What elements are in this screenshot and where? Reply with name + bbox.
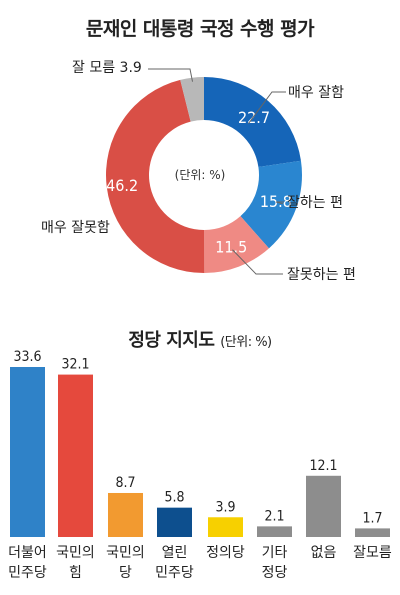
donut-slice bbox=[240, 160, 302, 249]
bar-value-label: 32.1 bbox=[61, 357, 89, 373]
bar bbox=[208, 517, 243, 537]
slice-category-label: 잘못하는 편 bbox=[287, 267, 356, 283]
bar bbox=[157, 507, 192, 537]
bar bbox=[108, 492, 143, 537]
bar-category-label: 당 bbox=[119, 565, 132, 581]
slice-value-label: 22.7 bbox=[238, 108, 270, 127]
bar-category-label: 정의당 bbox=[206, 545, 245, 561]
bar-value-label: 12.1 bbox=[309, 458, 337, 474]
slice-category-label: 매우 잘함 bbox=[288, 85, 344, 101]
bar bbox=[10, 367, 45, 537]
donut-center-label: (단위: %) bbox=[175, 168, 226, 182]
donut-slice bbox=[204, 216, 269, 273]
donut-slice bbox=[204, 77, 301, 168]
donut-slice bbox=[180, 77, 204, 122]
bar-category-label: 국민의 bbox=[56, 545, 95, 561]
bar-category-label: 국민의 bbox=[106, 545, 145, 561]
bar-category-label: 힘 bbox=[69, 565, 82, 581]
slice-category-label: 잘하는 편 bbox=[287, 195, 343, 211]
bar bbox=[306, 475, 341, 537]
bar-value-label: 2.1 bbox=[264, 508, 284, 524]
slice-value-label: 15.8 bbox=[260, 192, 292, 211]
bar-value-label: 8.7 bbox=[115, 475, 135, 491]
slice-value-label: 46.2 bbox=[106, 176, 138, 195]
donut-chart-title: 문재인 대통령 국정 수행 평가 bbox=[85, 18, 315, 40]
slice-category-label: 매우 잘못함 bbox=[41, 220, 110, 236]
bar-value-label: 1.7 bbox=[362, 510, 382, 526]
bar-category-label: 민주당 bbox=[8, 565, 47, 581]
bar-category-label: 더불어 bbox=[8, 545, 47, 561]
bar-category-label: 민주당 bbox=[155, 565, 194, 581]
bar-chart-title-text: 정당 지지도 bbox=[128, 330, 215, 351]
bar-value-label: 33.6 bbox=[13, 349, 41, 365]
bar bbox=[257, 526, 292, 537]
leader-line bbox=[232, 249, 283, 275]
bar bbox=[355, 528, 390, 537]
bar bbox=[58, 374, 93, 537]
donut-slice bbox=[106, 79, 205, 273]
bar-category-label: 잘모름 bbox=[353, 545, 392, 561]
bar-chart-unit: (단위: %) bbox=[220, 335, 272, 350]
bar-category-label: 없음 bbox=[311, 545, 337, 561]
bar-category-label: 기타 bbox=[262, 545, 288, 561]
bar-value-label: 5.8 bbox=[164, 490, 184, 506]
bar-category-label: 정당 bbox=[262, 565, 288, 581]
leader-line bbox=[275, 201, 284, 205]
bar-value-label: 3.9 bbox=[215, 499, 235, 515]
leader-line bbox=[148, 68, 194, 82]
slice-category-label: 잘 모름 3.9 bbox=[72, 60, 142, 76]
bar-chart-title: 정당 지지도 (단위: %) bbox=[0, 326, 400, 352]
slice-value-label: 11.5 bbox=[215, 237, 247, 256]
bar-category-label: 열린 bbox=[162, 545, 188, 561]
leader-line bbox=[248, 91, 286, 124]
